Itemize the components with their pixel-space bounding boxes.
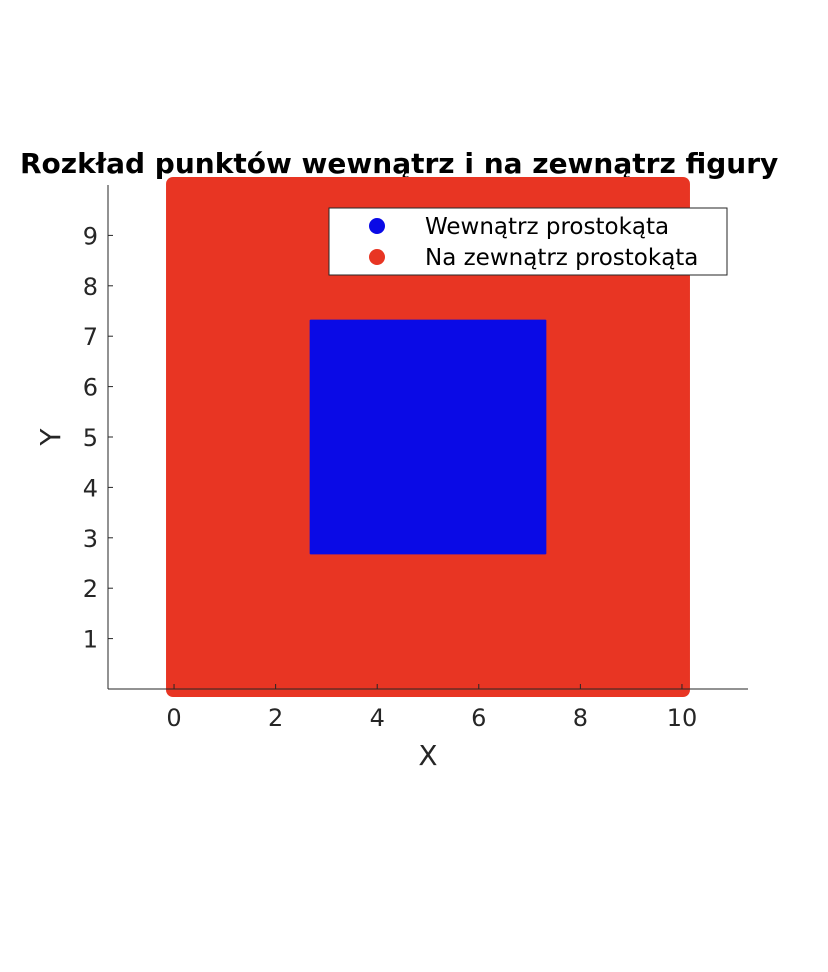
y-tick-label: 3 [83, 525, 98, 553]
legend-marker-inside [369, 218, 385, 234]
legend-label-inside: Wewnątrz prostokąta [425, 214, 669, 240]
legend-label-outside: Na zewnątrz prostokąta [425, 245, 698, 271]
plot-area [166, 177, 690, 697]
y-tick-label: 6 [83, 374, 98, 402]
y-tick-label: 9 [83, 222, 98, 250]
x-tick-label: 2 [268, 704, 283, 732]
x-ticks: 0 2 4 6 8 10 [166, 684, 697, 732]
y-tick-label: 4 [83, 474, 98, 502]
x-axis-label: X [418, 739, 437, 772]
y-ticks: 1 2 3 4 5 6 7 8 9 [83, 222, 113, 654]
legend: Wewnątrz prostokąta Na zewnątrz prostoką… [328, 207, 728, 276]
y-axis-label: Y [34, 428, 67, 447]
x-tick-label: 0 [166, 704, 181, 732]
y-tick-label: 5 [83, 424, 98, 452]
y-tick-label: 8 [83, 273, 98, 301]
series-inside-points [309, 319, 547, 555]
legend-marker-outside [369, 249, 385, 265]
legend-box [328, 207, 728, 276]
x-tick-label: 10 [667, 704, 698, 732]
chart-title: Rozkład punktów wewnątrz i na zewnątrz f… [20, 147, 778, 180]
x-tick-label: 4 [370, 704, 385, 732]
x-tick-label: 6 [471, 704, 486, 732]
y-tick-label: 2 [83, 575, 98, 603]
x-tick-label: 8 [573, 704, 588, 732]
y-tick-label: 7 [83, 323, 98, 351]
y-tick-label: 1 [83, 626, 98, 654]
